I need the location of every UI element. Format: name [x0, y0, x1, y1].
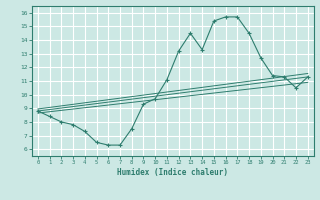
X-axis label: Humidex (Indice chaleur): Humidex (Indice chaleur) [117, 168, 228, 177]
